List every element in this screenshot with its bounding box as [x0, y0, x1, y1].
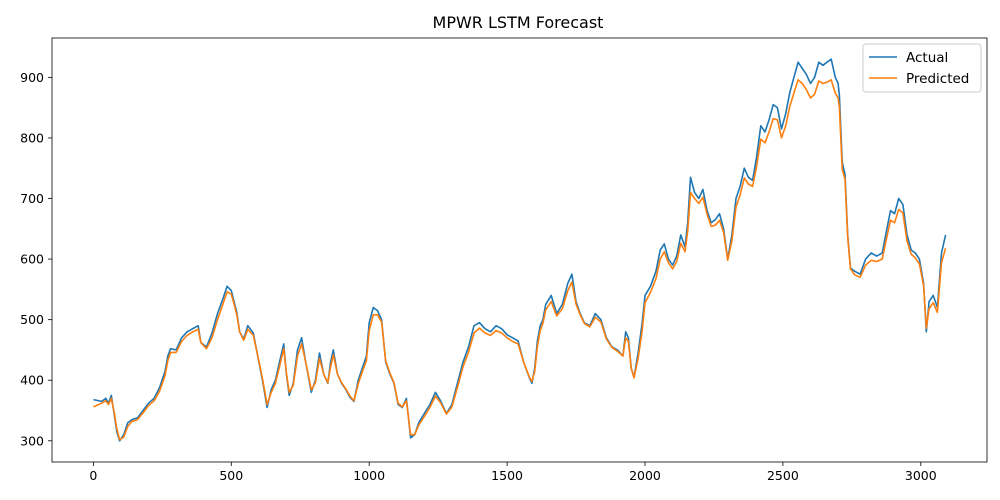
- x-axis: 0 500 1000 1500 2000 2500 3000: [89, 462, 937, 483]
- legend-label-predicted: Predicted: [906, 71, 969, 87]
- x-tick-label: 1500: [491, 468, 523, 483]
- series-line-predicted: [93, 79, 947, 441]
- legend: Actual Predicted: [862, 43, 982, 93]
- y-tick-label: 300: [20, 433, 44, 448]
- y-tick-label: 400: [20, 373, 44, 388]
- chart-title: MPWR LSTM Forecast: [433, 13, 604, 32]
- x-tick-label: 0: [89, 468, 97, 483]
- legend-box: [862, 43, 982, 93]
- x-tick-label: 1000: [353, 468, 385, 483]
- y-tick-label: 700: [20, 191, 44, 206]
- y-tick-label: 900: [20, 70, 44, 85]
- x-tick-label: 2500: [767, 468, 799, 483]
- y-tick-label: 800: [20, 130, 44, 145]
- y-tick-label: 500: [20, 312, 44, 327]
- legend-label-actual: Actual: [906, 50, 948, 66]
- series-line-actual: [93, 58, 947, 442]
- x-tick-label: 2000: [629, 468, 661, 483]
- y-tick-label: 600: [20, 252, 44, 267]
- x-tick-label: 500: [219, 468, 243, 483]
- series-group: [93, 58, 947, 442]
- y-axis: 300 400 500 600 700 800 900: [20, 70, 52, 448]
- x-tick-label: 3000: [905, 468, 937, 483]
- plot-frame: [51, 37, 988, 463]
